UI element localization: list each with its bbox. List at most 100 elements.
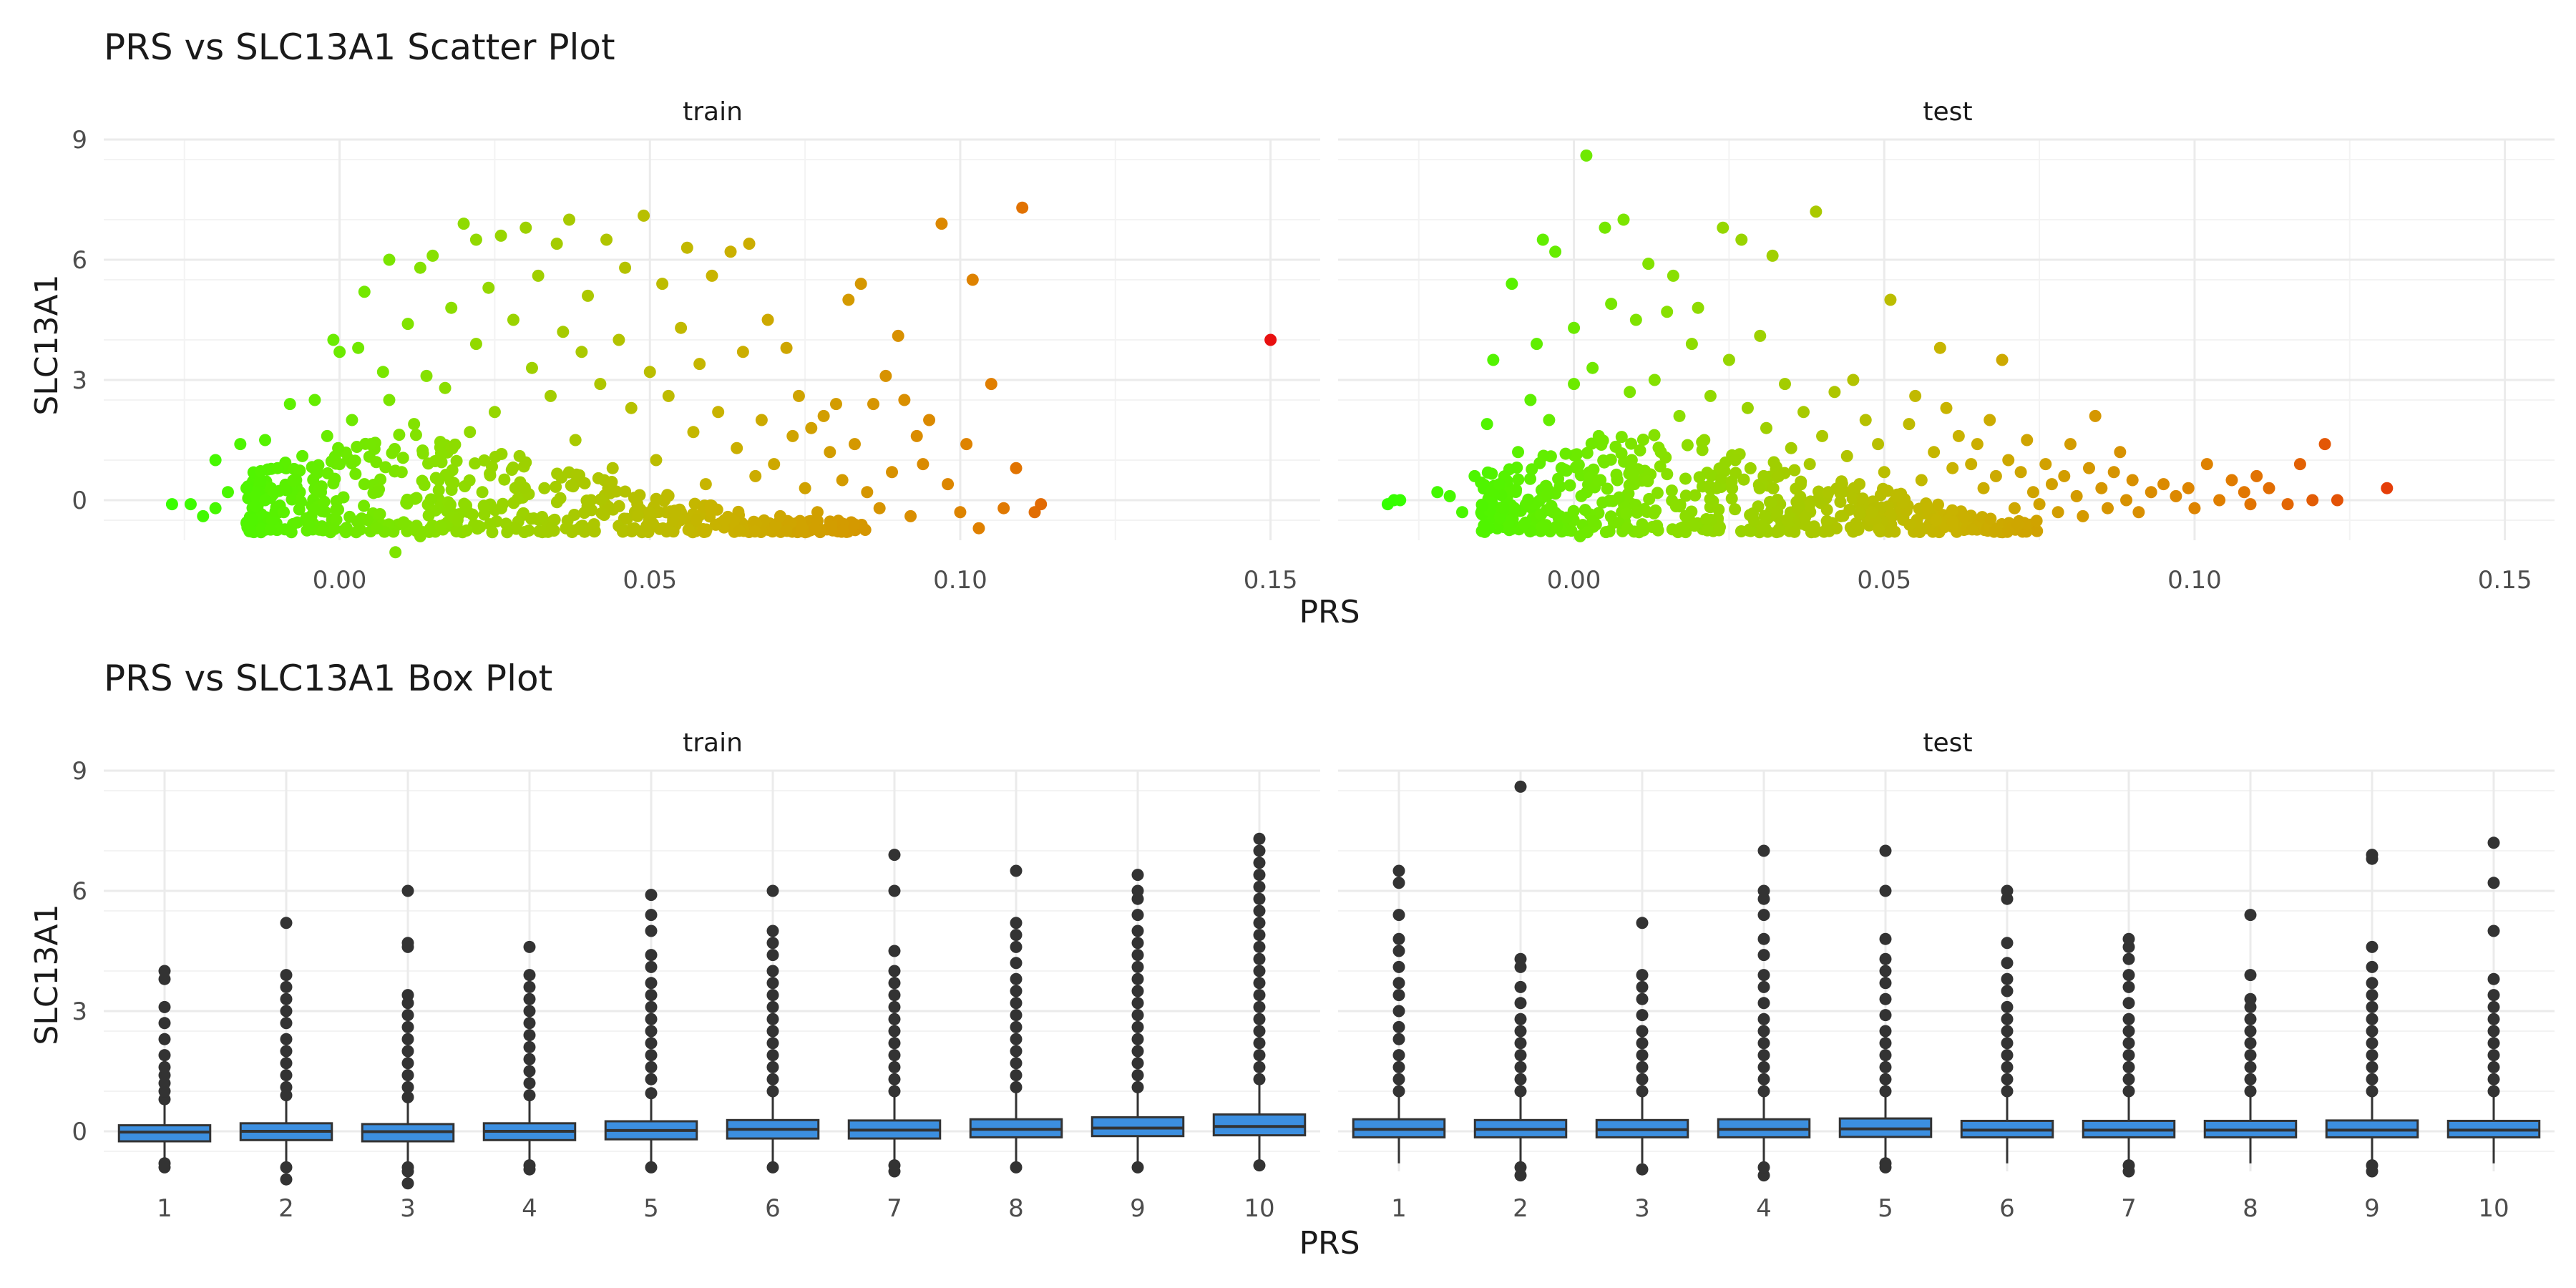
density-point [809, 523, 821, 536]
box-1 [1352, 864, 1446, 1163]
data-point [2026, 486, 2039, 499]
density-point [291, 516, 304, 529]
outlier-point [645, 1161, 658, 1174]
data-point [259, 494, 272, 507]
density-point [555, 471, 568, 484]
outlier-point [1879, 1157, 1892, 1170]
data-point [2200, 458, 2213, 471]
density-point [374, 508, 386, 521]
density-point [460, 499, 473, 512]
density-point [507, 461, 519, 474]
data-point [1518, 518, 1531, 531]
density-point [1742, 524, 1755, 537]
data-point [2051, 506, 2064, 519]
outlier-point [888, 849, 901, 862]
outlier-point [1636, 969, 1649, 982]
outlier-point [2487, 989, 2500, 1002]
data-point [972, 522, 985, 535]
data-point [2132, 506, 2145, 519]
density-point [1579, 504, 1591, 517]
outlier-point [2366, 1037, 2379, 1050]
outlier-point [2487, 1037, 2500, 1050]
data-point [2033, 498, 2046, 511]
outlier-point [1131, 997, 1144, 1010]
density-point [450, 454, 463, 467]
outlier-point [1392, 960, 1405, 973]
data-point [2238, 486, 2250, 499]
outlier-point [1010, 1069, 1023, 1082]
box-2 [239, 917, 333, 1186]
data-point [2107, 466, 2120, 479]
data-point [2244, 498, 2257, 511]
outlier-point [1757, 884, 1770, 897]
data-point [1506, 278, 1518, 291]
data-point [1617, 213, 1630, 226]
data-point [1487, 353, 1500, 366]
density-point [700, 523, 713, 536]
data-point [296, 449, 309, 462]
data-point [395, 466, 408, 479]
outlier-point [1879, 1049, 1892, 1062]
outlier-point [645, 909, 658, 922]
density-point [518, 482, 531, 494]
density-point [1758, 509, 1771, 522]
density-point [486, 526, 499, 539]
data-point [712, 406, 725, 419]
density-point [2030, 514, 2043, 527]
scatter-x-axis-label: PRS [1299, 594, 1360, 630]
density-point [732, 505, 745, 518]
outlier-point [1010, 985, 1023, 997]
x-tick-label: 1 [157, 1194, 172, 1223]
density-point [570, 468, 583, 481]
density-point [254, 464, 267, 477]
density-point [1651, 487, 1664, 499]
data-point [1822, 486, 1835, 499]
density-point [578, 507, 591, 519]
outlier-point [1253, 965, 1266, 977]
data-point [1933, 341, 1946, 354]
density-point [1669, 500, 1682, 513]
outlier-point [888, 1073, 901, 1085]
data-point [1624, 386, 1636, 399]
box-6 [1960, 884, 2054, 1163]
outlier-point [280, 1161, 293, 1174]
data-point [960, 438, 973, 451]
outlier-point [888, 965, 901, 977]
data-point [1016, 201, 1029, 214]
data-point [2331, 494, 2343, 507]
box-panel-train: 1 2 3 4 5 6 7 8 9 10 0 3 6 9 [72, 757, 1320, 1223]
outlier-point [766, 977, 779, 990]
outlier-point [1010, 1080, 1023, 1093]
density-point [512, 492, 525, 505]
density-point [550, 480, 562, 493]
density-point [605, 475, 618, 488]
density-point [2011, 518, 2024, 531]
outlier-point [2487, 972, 2500, 985]
data-point [768, 458, 781, 471]
outlier-point [1253, 1000, 1266, 1013]
data-point [2126, 474, 2139, 487]
outlier-point [2244, 1073, 2257, 1085]
outlier-point [1757, 844, 1770, 857]
outlier-point [1636, 1009, 1649, 1022]
outlier-point [2487, 1025, 2500, 1038]
density-point [1725, 492, 1738, 505]
outlier-point [888, 1049, 901, 1062]
data-point [600, 233, 613, 246]
data-point [706, 269, 718, 282]
data-point [675, 321, 688, 334]
outlier-point [888, 884, 901, 897]
scatter-y-axis-label: SLC13A1 [29, 274, 65, 415]
density-point [836, 524, 849, 537]
data-point [346, 414, 358, 426]
data-point [1648, 374, 1661, 386]
box-3 [361, 884, 455, 1190]
data-point [1803, 458, 1816, 471]
density-point [1802, 499, 1815, 512]
outlier-point [2244, 1085, 2257, 1098]
outlier-point [2366, 1060, 2379, 1073]
data-point [2318, 438, 2331, 451]
outlier-point [280, 1057, 293, 1070]
density-point [1756, 519, 1769, 532]
outlier-point [1131, 869, 1144, 882]
